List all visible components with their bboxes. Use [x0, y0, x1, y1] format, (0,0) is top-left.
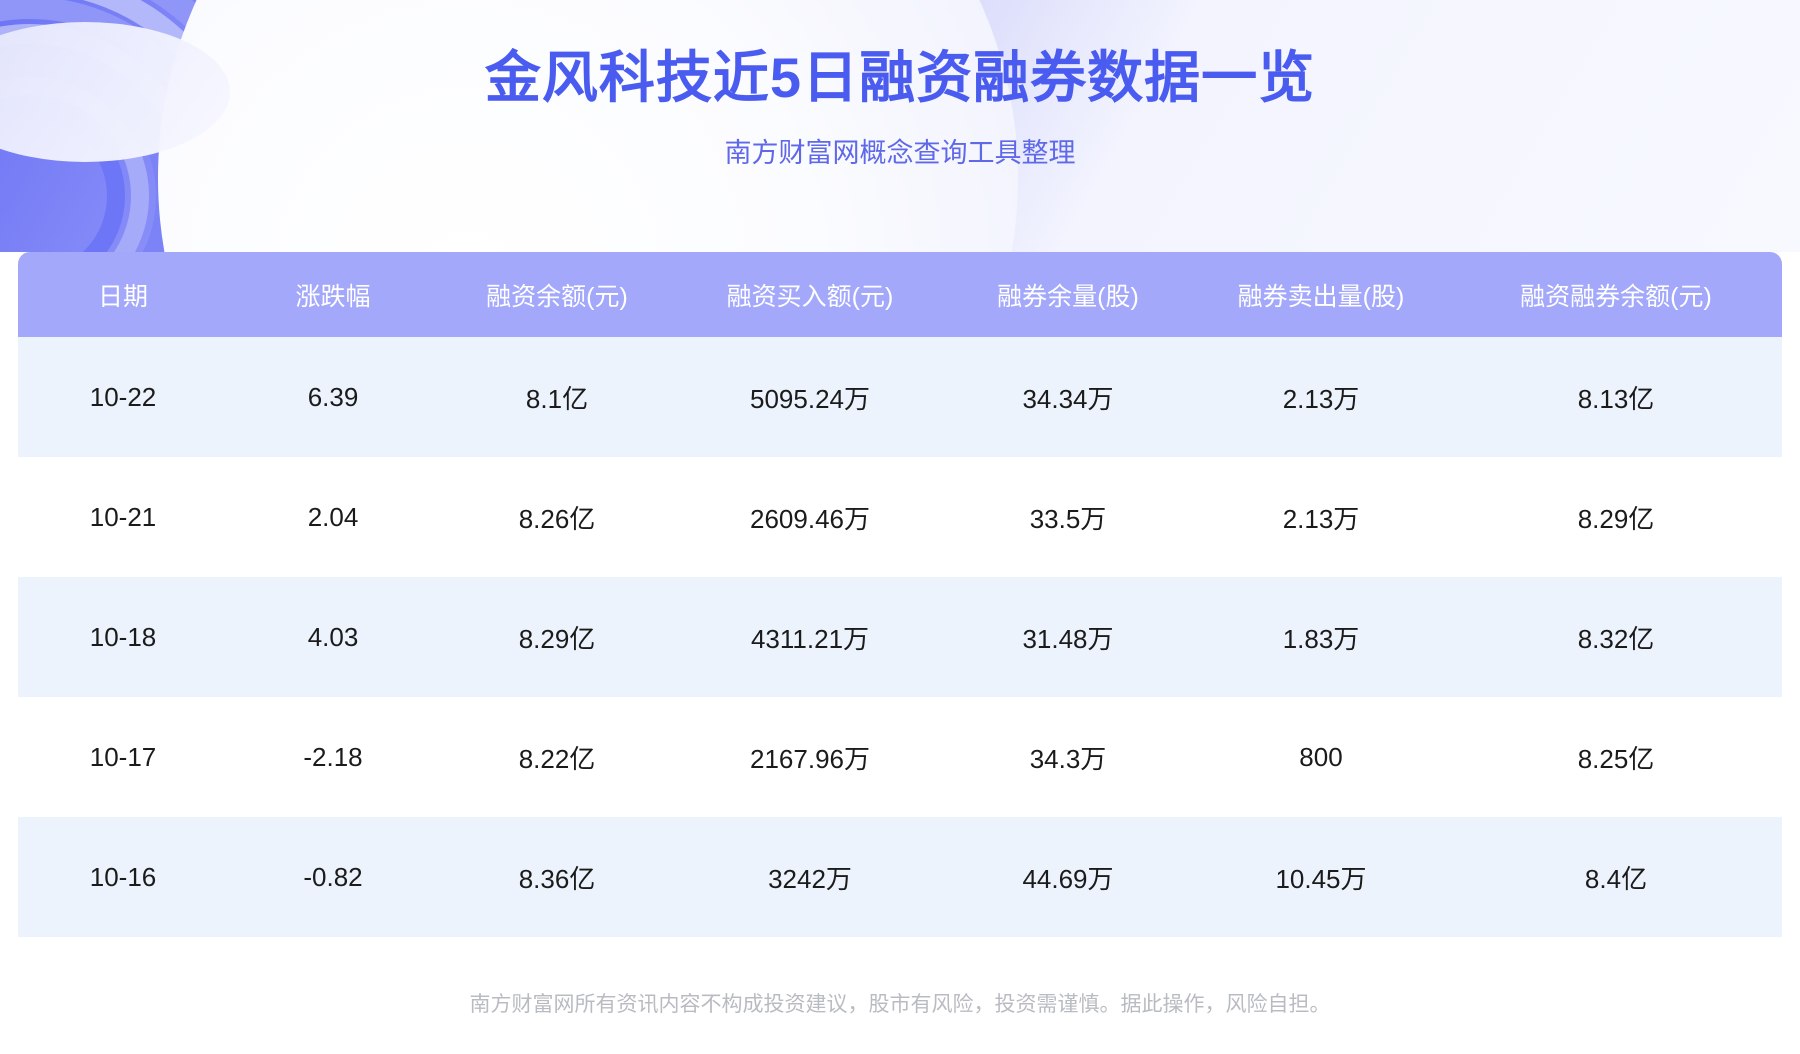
cell-total-balance: 8.13亿	[1450, 337, 1782, 457]
cell-margin-balance: 8.26亿	[438, 457, 676, 577]
page-subtitle: 南方财富网概念查询工具整理	[724, 138, 1076, 168]
column-header-short-balance[interactable]: 融券余量(股)	[944, 252, 1192, 337]
decorative-oval	[0, 22, 230, 162]
cell-short-balance: 31.48万	[944, 577, 1192, 697]
column-header-change[interactable]: 涨跌幅	[228, 252, 438, 337]
cell-date: 10-18	[18, 577, 228, 697]
cell-margin-buy: 4311.21万	[676, 577, 944, 697]
table-header-row: 日期 涨跌幅 融资余额(元) 融资买入额(元) 融券余量(股) 融券卖出量(股)…	[18, 252, 1782, 337]
cell-short-sell: 2.13万	[1192, 337, 1450, 457]
cell-short-balance: 44.69万	[944, 817, 1192, 937]
data-table-container: 日期 涨跌幅 融资余额(元) 融资买入额(元) 融券余量(股) 融券卖出量(股)…	[18, 252, 1782, 937]
table-row[interactable]: 10-21 2.04 8.26亿 2609.46万 33.5万 2.13万 8.…	[18, 457, 1782, 577]
table-row[interactable]: 10-18 4.03 8.29亿 4311.21万 31.48万 1.83万 8…	[18, 577, 1782, 697]
cell-short-sell: 800	[1192, 697, 1450, 817]
column-header-margin-balance[interactable]: 融资余额(元)	[438, 252, 676, 337]
cell-change: 2.04	[228, 457, 438, 577]
cell-short-balance: 34.34万	[944, 337, 1192, 457]
decorative-circle	[158, 0, 1018, 252]
margin-trading-table: 日期 涨跌幅 融资余额(元) 融资买入额(元) 融券余量(股) 融券卖出量(股)…	[18, 252, 1782, 937]
cell-margin-balance: 8.29亿	[438, 577, 676, 697]
cell-change: -2.18	[228, 697, 438, 817]
cell-margin-buy: 5095.24万	[676, 337, 944, 457]
cell-short-sell: 1.83万	[1192, 577, 1450, 697]
table-row[interactable]: 10-22 6.39 8.1亿 5095.24万 34.34万 2.13万 8.…	[18, 337, 1782, 457]
cell-short-balance: 33.5万	[944, 457, 1192, 577]
column-header-short-sell[interactable]: 融券卖出量(股)	[1192, 252, 1450, 337]
cell-total-balance: 8.29亿	[1450, 457, 1782, 577]
cell-margin-buy: 3242万	[676, 817, 944, 937]
cell-total-balance: 8.4亿	[1450, 817, 1782, 937]
cell-date: 10-22	[18, 337, 228, 457]
cell-total-balance: 8.32亿	[1450, 577, 1782, 697]
cell-short-sell: 2.13万	[1192, 457, 1450, 577]
column-header-date[interactable]: 日期	[18, 252, 228, 337]
column-header-total-balance[interactable]: 融资融券余额(元)	[1450, 252, 1782, 337]
cell-margin-balance: 8.22亿	[438, 697, 676, 817]
cell-change: 6.39	[228, 337, 438, 457]
table-row[interactable]: 10-17 -2.18 8.22亿 2167.96万 34.3万 800 8.2…	[18, 697, 1782, 817]
cell-short-sell: 10.45万	[1192, 817, 1450, 937]
disclaimer-text: 南方财富网所有资讯内容不构成投资建议，股市有风险，投资需谨慎。据此操作，风险自担…	[469, 993, 1331, 1016]
cell-date: 10-17	[18, 697, 228, 817]
cell-date: 10-16	[18, 817, 228, 937]
cell-total-balance: 8.25亿	[1450, 697, 1782, 817]
cell-margin-balance: 8.1亿	[438, 337, 676, 457]
cell-margin-balance: 8.36亿	[438, 817, 676, 937]
cell-change: -0.82	[228, 817, 438, 937]
table-body: 10-22 6.39 8.1亿 5095.24万 34.34万 2.13万 8.…	[18, 337, 1782, 937]
page-title: 金风科技近5日融资融券数据一览	[484, 46, 1316, 109]
cell-short-balance: 34.3万	[944, 697, 1192, 817]
cell-margin-buy: 2167.96万	[676, 697, 944, 817]
table-row[interactable]: 10-16 -0.82 8.36亿 3242万 44.69万 10.45万 8.…	[18, 817, 1782, 937]
cell-date: 10-21	[18, 457, 228, 577]
header-banner: 金风科技近5日融资融券数据一览 南方财富网概念查询工具整理	[0, 0, 1800, 252]
cell-change: 4.03	[228, 577, 438, 697]
column-header-margin-buy[interactable]: 融资买入额(元)	[676, 252, 944, 337]
cell-margin-buy: 2609.46万	[676, 457, 944, 577]
table-head: 日期 涨跌幅 融资余额(元) 融资买入额(元) 融券余量(股) 融券卖出量(股)…	[18, 252, 1782, 337]
